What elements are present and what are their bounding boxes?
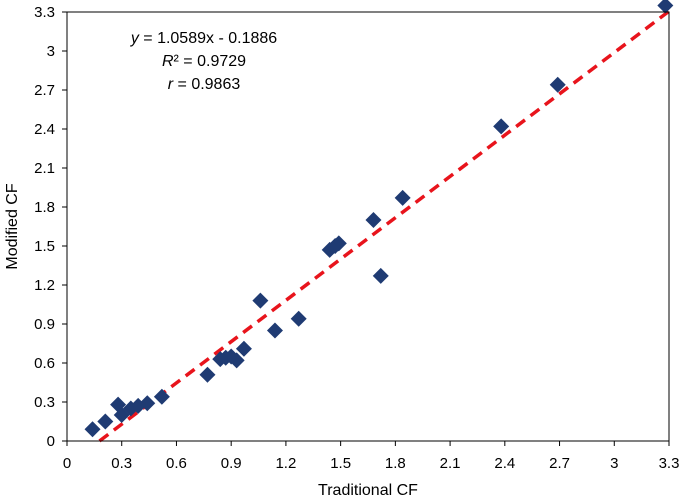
- data-point: [97, 413, 114, 430]
- data-point: [330, 235, 347, 252]
- linear-trendline: [98, 9, 671, 443]
- data-point: [657, 0, 674, 14]
- data-point: [84, 421, 101, 438]
- y-tick-label: 3.3: [34, 4, 55, 21]
- data-point: [394, 189, 411, 206]
- x-axis-title: Traditional CF: [318, 482, 418, 499]
- y-tick-label: 3: [47, 43, 55, 60]
- data-point: [290, 310, 307, 327]
- tick-labels-layer: 0 0.3 0.6 0.9 1.2 1.5 1.8 2.1 2.4 2.7 3 3.3 0 0.3 0.6 0…: [34, 4, 679, 472]
- y-tick-label: 2.7: [34, 82, 55, 99]
- x-tick-label: 0.6: [166, 455, 187, 472]
- data-point: [252, 292, 269, 309]
- y-tick-label: 0.3: [34, 394, 55, 411]
- y-tick-label: 1.8: [34, 199, 55, 216]
- data-point: [235, 340, 252, 357]
- correlation-value: r = 0.9863: [168, 76, 241, 93]
- data-points-layer: [84, 0, 674, 438]
- x-tick-label: 0: [63, 455, 71, 472]
- data-point: [199, 366, 216, 383]
- y-axis-title: Modified CF: [4, 183, 21, 269]
- x-tick-label: 2.7: [549, 455, 570, 472]
- x-tick-label: 0.3: [111, 455, 132, 472]
- x-tick-label: 2.4: [494, 455, 515, 472]
- data-point: [113, 407, 130, 423]
- x-tick-label: 2.1: [440, 455, 461, 472]
- data-point: [493, 118, 510, 135]
- data-point: [549, 76, 566, 93]
- data-point: [365, 212, 382, 228]
- data-point: [228, 352, 245, 369]
- x-tick-label: 1.2: [275, 455, 296, 472]
- data-point: [266, 322, 283, 339]
- y-tick-label: 1.5: [34, 238, 55, 255]
- x-tick-label: 3: [610, 455, 618, 472]
- x-tick-label: 3.3: [659, 455, 680, 472]
- x-tick-label: 1.5: [330, 455, 351, 472]
- y-tick-label: 0.9: [34, 316, 55, 333]
- x-tick-label: 1.8: [385, 455, 406, 472]
- y-tick-label: 0.6: [34, 355, 55, 372]
- data-point: [139, 395, 156, 412]
- y-tick-label: 2.1: [34, 160, 55, 177]
- axes-layer: [62, 11, 670, 446]
- r-squared-value: R² = 0.9729: [162, 53, 246, 70]
- regression-equation: y = 1.0589x - 0.1886: [130, 30, 277, 47]
- data-point: [153, 388, 170, 405]
- data-point: [372, 267, 389, 284]
- x-tick-label: 0.9: [221, 455, 242, 472]
- y-tick-label: 1.2: [34, 277, 55, 294]
- y-tick-label: 2.4: [34, 121, 55, 138]
- plot-area-border: [66, 11, 670, 442]
- y-tick-label: 0: [47, 433, 55, 450]
- trendline-layer: [98, 9, 671, 443]
